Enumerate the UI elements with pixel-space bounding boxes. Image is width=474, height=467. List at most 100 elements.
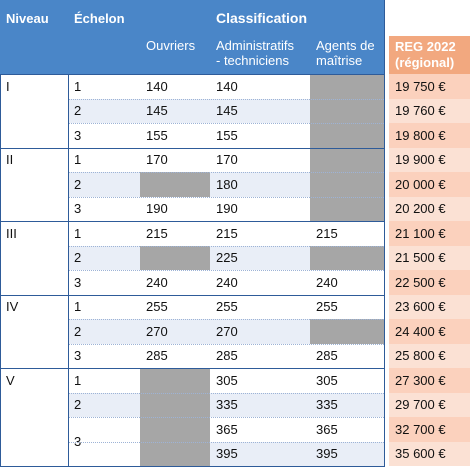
ouvriers-cell: 255 (140, 294, 210, 319)
administratifs-cell: 180 (210, 172, 310, 197)
administratifs-cell: 155 (210, 123, 310, 148)
header-agents-line2: maîtrise (316, 53, 363, 68)
reg-cell: 23 600 € (389, 294, 470, 319)
reg-cell: 25 800 € (389, 343, 470, 368)
administratifs-cell: 395 (210, 441, 310, 466)
group-divider (0, 221, 384, 222)
ouvriers-cell: 285 (140, 343, 210, 368)
echelon-cell: 2 (68, 319, 140, 344)
niveau-cell (0, 392, 68, 417)
administratifs-cell: 365 (210, 417, 310, 442)
reg-cell: 29 700 € (389, 392, 470, 417)
niveau-cell (0, 343, 68, 368)
agents-cell (310, 98, 384, 123)
niveau-cell (0, 196, 68, 221)
agents-cell (310, 196, 384, 221)
ouvriers-cell: 155 (140, 123, 210, 148)
administratifs-cell: 255 (210, 294, 310, 319)
niveau-cell (0, 172, 68, 197)
niveau-cell (0, 245, 68, 270)
header-reg-line2: (régional) (395, 55, 455, 70)
echelon-cell: 2 (68, 392, 140, 417)
group-divider (0, 368, 384, 369)
administratifs-cell: 225 (210, 245, 310, 270)
row-divider (68, 343, 384, 346)
agents-cell: 240 (310, 270, 384, 295)
reg-cell: 19 800 € (389, 123, 470, 148)
reg-cell: 22 500 € (389, 270, 470, 295)
ouvriers-cell (140, 392, 210, 417)
ouvriers-cell (140, 441, 210, 466)
agents-cell (310, 319, 384, 344)
echelon-cell: 2 (68, 98, 140, 123)
ouvriers-cell: 190 (140, 196, 210, 221)
row-divider (68, 441, 384, 444)
header-classification: Classification (140, 0, 384, 36)
niveau-cell (0, 123, 68, 148)
agents-cell (310, 123, 384, 148)
ouvriers-cell (140, 172, 210, 197)
echelon-cell: 1 (68, 74, 140, 99)
administratifs-cell: 305 (210, 368, 310, 393)
row-divider (68, 172, 384, 174)
echelon-cell: 3 (68, 343, 140, 368)
niveau-cell (0, 319, 68, 344)
row-divider (68, 196, 384, 199)
echelon-cell: 3 (68, 123, 140, 148)
reg-cell: 21 500 € (389, 245, 470, 270)
ouvriers-cell: 240 (140, 270, 210, 295)
group-divider (0, 74, 384, 75)
reg-cell: 20 000 € (389, 172, 470, 197)
row-divider (68, 98, 384, 101)
reg-cell: 24 400 € (389, 319, 470, 344)
echelon-cell: 1 (68, 147, 140, 172)
agents-cell: 335 (310, 392, 384, 417)
border-left (0, 74, 1, 467)
row-divider (68, 392, 384, 395)
ouvriers-cell (140, 245, 210, 270)
header-reg-line1: REG 2022 (395, 39, 456, 54)
agents-cell (310, 245, 384, 270)
administratifs-cell: 190 (210, 196, 310, 221)
reg-cell: 19 760 € (389, 98, 470, 123)
header-blank-echelon (68, 36, 140, 74)
header-echelon: Échelon (68, 0, 140, 36)
header-niveau: Niveau (0, 0, 68, 36)
echelon-cell: 1 (68, 368, 140, 393)
row-divider (68, 417, 384, 419)
reg-cell: 19 900 € (389, 147, 470, 172)
administratifs-cell: 335 (210, 392, 310, 417)
ouvriers-cell: 215 (140, 221, 210, 246)
reg-cell: 27 300 € (389, 368, 470, 393)
border-right-classification (384, 0, 385, 467)
reg-cell: 32 700 € (389, 417, 470, 442)
agents-cell (310, 74, 384, 99)
ouvriers-cell: 170 (140, 147, 210, 172)
header-administratifs: Administratifs - techniciens (210, 36, 310, 74)
border-niveau-echelon (68, 74, 69, 467)
ouvriers-cell: 145 (140, 98, 210, 123)
reg-cell: 20 200 € (389, 196, 470, 221)
echelon-cell: 1 (68, 221, 140, 246)
group-divider (0, 294, 384, 296)
header-agents-de-maitrise: Agents de maîtrise (310, 36, 384, 74)
niveau-cell: I (0, 74, 68, 99)
header-agents-line1: Agents de (316, 38, 375, 53)
header-blank-niveau (0, 36, 68, 74)
agents-cell: 215 (310, 221, 384, 246)
administratifs-cell: 140 (210, 74, 310, 99)
echelon-cell: 3 (68, 196, 140, 221)
echelon-cell: 1 (68, 294, 140, 319)
niveau-cell (0, 417, 68, 442)
administratifs-cell: 240 (210, 270, 310, 295)
header-reg-2022: REG 2022 (régional) (389, 36, 470, 74)
agents-cell: 255 (310, 294, 384, 319)
ouvriers-cell: 140 (140, 74, 210, 99)
ouvriers-cell: 270 (140, 319, 210, 344)
niveau-cell (0, 270, 68, 295)
header-administratifs-line2: - techniciens (216, 53, 289, 68)
echelon-cell: 3 (68, 270, 140, 295)
administratifs-cell: 285 (210, 343, 310, 368)
reg-cell: 21 100 € (389, 221, 470, 246)
row-divider (68, 270, 384, 272)
